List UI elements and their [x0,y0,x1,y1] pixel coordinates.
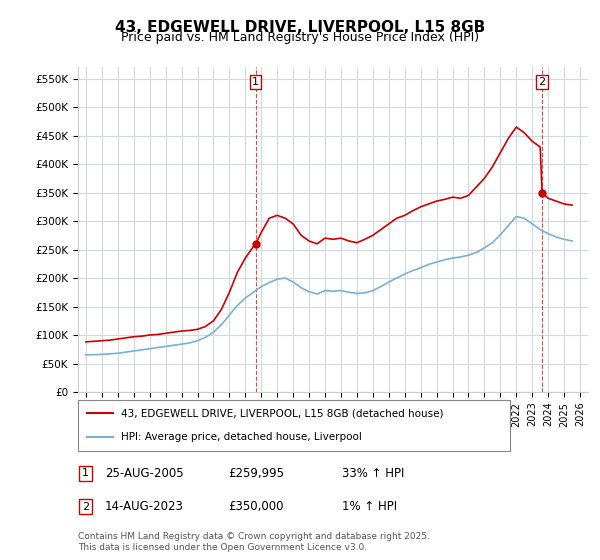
Text: Price paid vs. HM Land Registry's House Price Index (HPI): Price paid vs. HM Land Registry's House … [121,31,479,44]
Text: 25-AUG-2005: 25-AUG-2005 [105,466,184,480]
Text: 2: 2 [82,502,89,512]
Text: 43, EDGEWELL DRIVE, LIVERPOOL, L15 8GB: 43, EDGEWELL DRIVE, LIVERPOOL, L15 8GB [115,20,485,35]
Text: 1: 1 [82,468,89,478]
Text: 1% ↑ HPI: 1% ↑ HPI [342,500,397,514]
FancyBboxPatch shape [79,466,92,480]
FancyBboxPatch shape [79,500,92,514]
Text: HPI: Average price, detached house, Liverpool: HPI: Average price, detached house, Live… [121,432,362,442]
Text: 2: 2 [539,77,545,87]
Text: 33% ↑ HPI: 33% ↑ HPI [342,466,404,480]
Text: 43, EDGEWELL DRIVE, LIVERPOOL, L15 8GB (detached house): 43, EDGEWELL DRIVE, LIVERPOOL, L15 8GB (… [121,408,444,418]
FancyBboxPatch shape [78,400,510,451]
Text: Contains HM Land Registry data © Crown copyright and database right 2025.
This d: Contains HM Land Registry data © Crown c… [78,532,430,552]
Text: 14-AUG-2023: 14-AUG-2023 [105,500,184,514]
Text: £259,995: £259,995 [228,466,284,480]
Text: 1: 1 [252,77,259,87]
Text: £350,000: £350,000 [228,500,284,514]
